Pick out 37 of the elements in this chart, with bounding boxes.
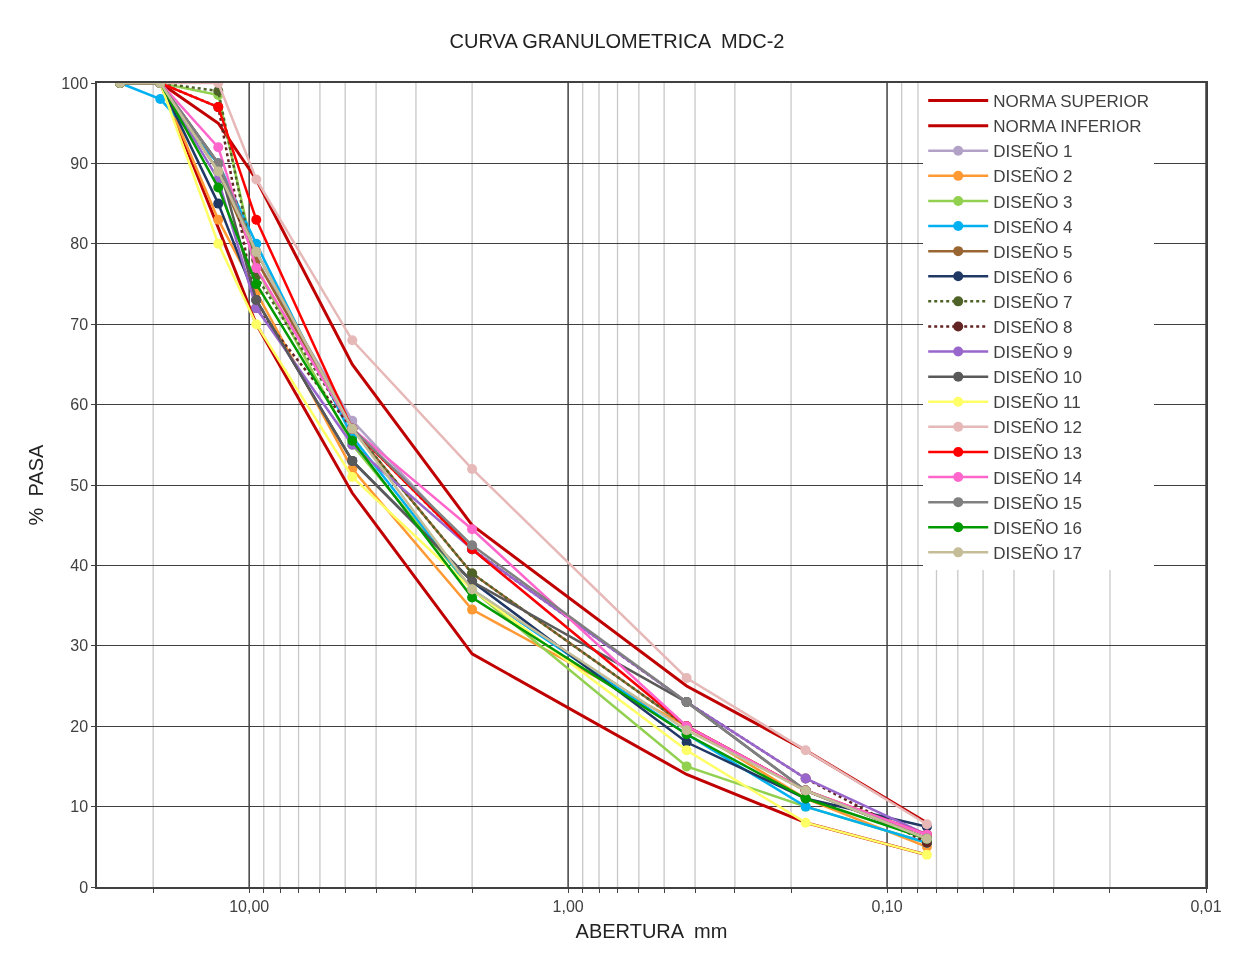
y-tick-label: 40 — [70, 557, 89, 574]
x-tick-label: 10,00 — [229, 897, 270, 915]
y-tick-label: 70 — [70, 315, 89, 333]
legend-label: DISEÑO 14 — [993, 468, 1083, 488]
legend-label: DISEÑO 5 — [993, 242, 1073, 262]
legend-label: NORMA SUPERIOR — [993, 92, 1150, 112]
legend-label: DISEÑO 7 — [993, 292, 1073, 312]
legend-label: DISEÑO 1 — [993, 142, 1073, 162]
legend-label: DISEÑO 3 — [993, 192, 1073, 212]
legend-label: DISEÑO 2 — [993, 167, 1073, 187]
legend-label: DISEÑO 12 — [993, 418, 1083, 438]
legend-label: DISEÑO 13 — [993, 443, 1083, 463]
legend-label: DISEÑO 10 — [993, 368, 1083, 388]
legend-label: DISEÑO 16 — [993, 518, 1083, 538]
x-tick-label: 1,00 — [552, 897, 584, 915]
y-tick-label: 20 — [70, 717, 89, 735]
x-tick-label: 0,10 — [871, 897, 903, 915]
y-tick-label: 50 — [70, 476, 89, 494]
y-tick-label: 60 — [70, 396, 89, 414]
legend-label: DISEÑO 4 — [993, 217, 1073, 237]
y-tick-label: 10 — [70, 798, 89, 816]
legend-label: DISEÑO 6 — [993, 267, 1073, 287]
legend-label: NORMA INFERIOR — [993, 117, 1142, 137]
y-tick-label: 100 — [61, 74, 89, 92]
legend-label: DISEÑO 9 — [993, 343, 1073, 363]
y-tick-label: 0 — [79, 878, 89, 896]
y-tick-label: 80 — [70, 235, 89, 253]
y-axis-title: % PASA — [25, 443, 48, 526]
legend-label: DISEÑO 11 — [993, 393, 1081, 413]
legend-label: DISEÑO 8 — [993, 318, 1073, 338]
chart-title: CURVA GRANULOMETRICA MDC-2 — [449, 30, 785, 53]
legend-label: DISEÑO 17 — [993, 543, 1083, 563]
x-tick-label: 0,01 — [1190, 897, 1222, 915]
y-tick-label: 30 — [70, 637, 89, 655]
legend-label: DISEÑO 15 — [993, 493, 1083, 513]
x-axis-title: ABERTURA mm — [575, 919, 728, 942]
y-tick-label: 90 — [70, 155, 89, 172]
